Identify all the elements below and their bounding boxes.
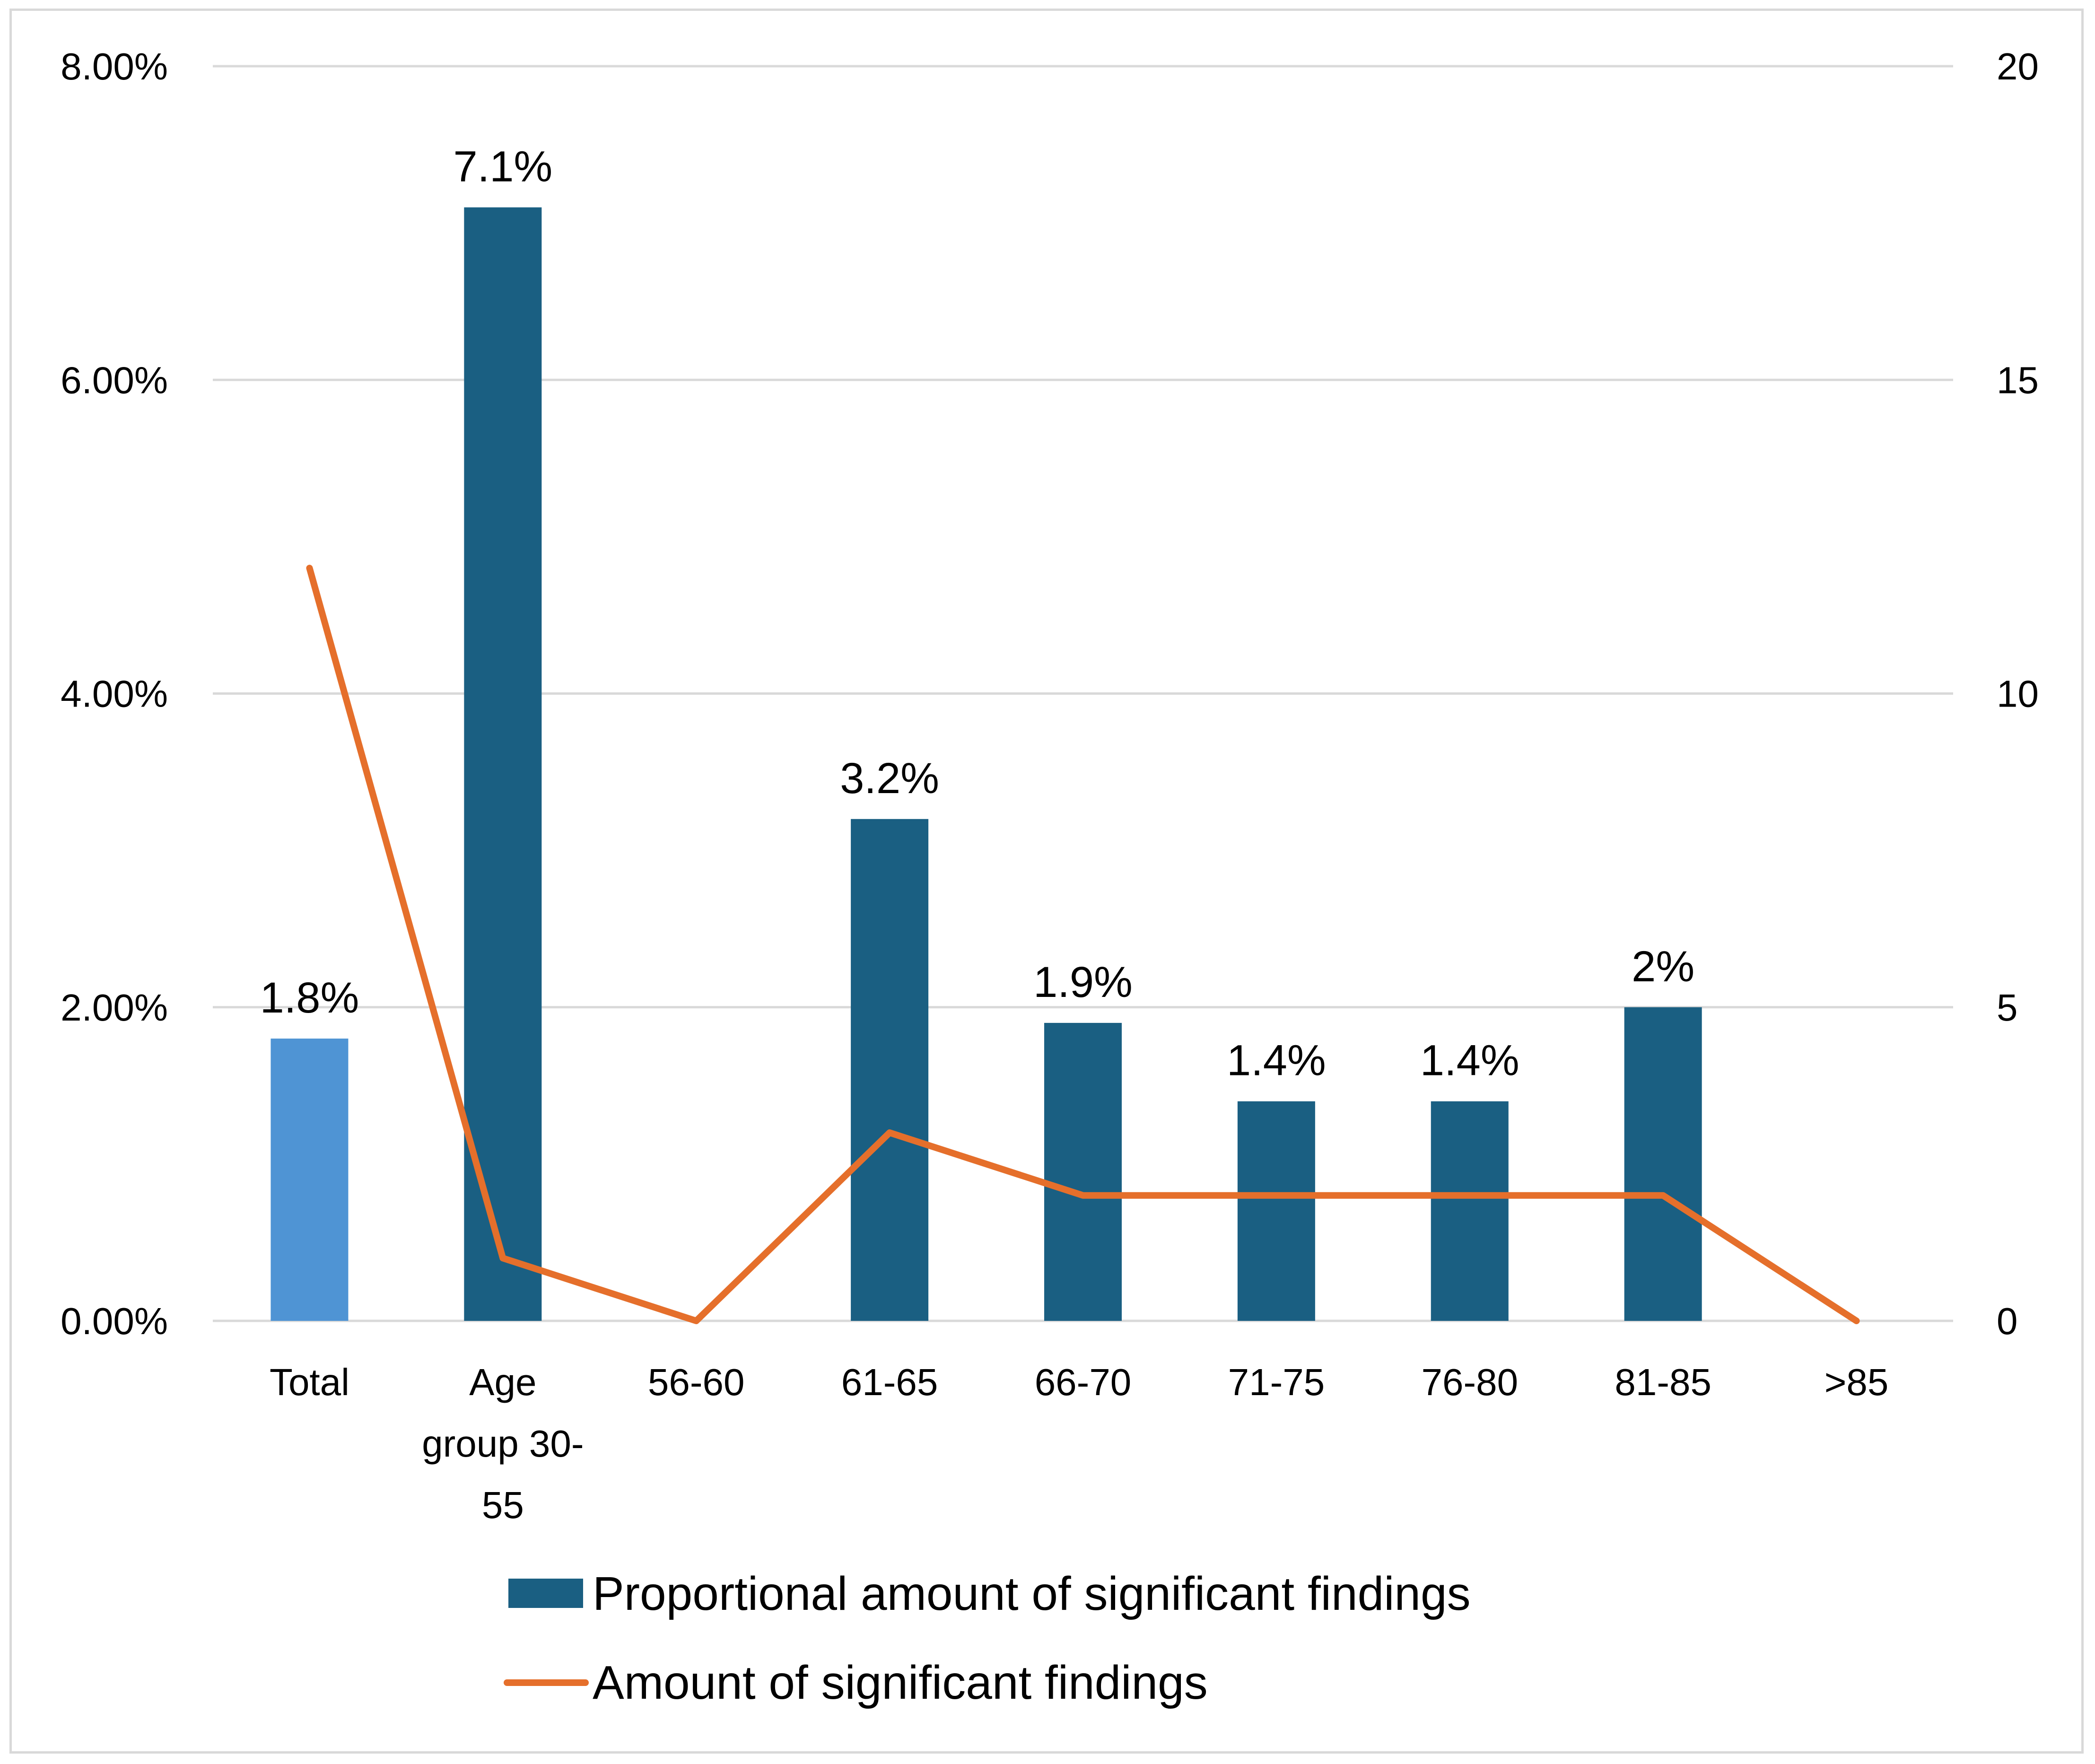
bar bbox=[851, 819, 929, 1321]
x-tick-label: Total bbox=[270, 1361, 349, 1403]
y-left-tick-label: 6.00% bbox=[61, 359, 168, 401]
bar bbox=[464, 207, 542, 1321]
x-tick-label: 56-60 bbox=[648, 1361, 745, 1403]
y-left-tick-label: 4.00% bbox=[61, 673, 168, 715]
chart-frame bbox=[9, 9, 2084, 1754]
legend-bar-label: Proportional amount of significant findi… bbox=[593, 1567, 1471, 1620]
y-left-tick-label: 0.00% bbox=[61, 1300, 168, 1342]
y-right-tick-label: 10 bbox=[1997, 673, 2039, 715]
legend: Proportional amount of significant findi… bbox=[504, 1567, 1471, 1709]
line-series-path bbox=[306, 565, 1860, 1324]
bar bbox=[1044, 1022, 1122, 1321]
bar-data-label: 2% bbox=[1632, 943, 1694, 991]
x-tick-label: >85 bbox=[1824, 1361, 1889, 1403]
x-tick-label: 71-75 bbox=[1228, 1361, 1325, 1403]
line-series bbox=[306, 565, 1860, 1324]
x-tick-label: 66-70 bbox=[1035, 1361, 1132, 1403]
y-left-tick-label: 8.00% bbox=[61, 45, 168, 87]
x-tick-label: 76-80 bbox=[1421, 1361, 1518, 1403]
x-tick-label: 61-65 bbox=[841, 1361, 938, 1403]
x-tick-label: 81-85 bbox=[1615, 1361, 1711, 1403]
legend-line-label: Amount of significant findings bbox=[593, 1656, 1208, 1709]
bar bbox=[1624, 1007, 1702, 1321]
y-right-tick-label: 20 bbox=[1997, 45, 2039, 87]
y-left-tick-label: 2.00% bbox=[61, 987, 168, 1029]
legend-bar-swatch bbox=[508, 1579, 583, 1608]
bar bbox=[271, 1039, 349, 1321]
y-right-tick-label: 15 bbox=[1997, 359, 2039, 401]
bar-data-label: 1.8% bbox=[260, 974, 359, 1022]
bar-data-label: 1.4% bbox=[1227, 1037, 1326, 1085]
bar-data-label: 3.2% bbox=[840, 754, 939, 803]
bars bbox=[271, 207, 1702, 1321]
bar-data-label: 1.4% bbox=[1420, 1037, 1519, 1085]
bar bbox=[1431, 1101, 1509, 1321]
bar bbox=[1237, 1101, 1315, 1321]
y-right-tick-label: 0 bbox=[1997, 1300, 2018, 1342]
bar-data-label: 1.9% bbox=[1033, 958, 1133, 1006]
x-tick-label: Age group 30-55 bbox=[422, 1361, 584, 1526]
bar-data-label: 7.1% bbox=[453, 142, 552, 191]
y-right-tick-label: 5 bbox=[1997, 987, 2018, 1029]
labels: 0.00% 2.00% 4.00% 6.00% 8.00% 0 5 10 15 20 1.8% 7.1… bbox=[61, 45, 2039, 1526]
